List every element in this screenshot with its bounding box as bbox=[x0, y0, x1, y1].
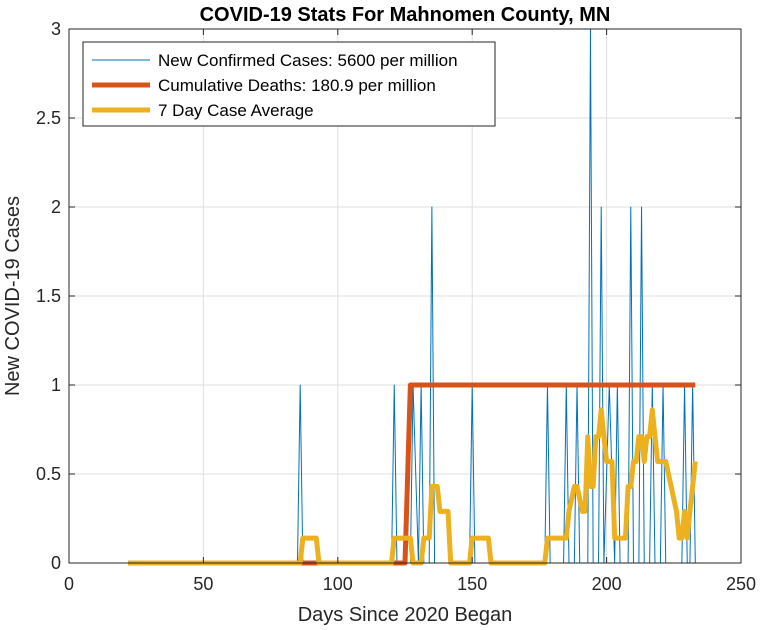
y-tick-label: 0 bbox=[51, 553, 61, 573]
y-tick-label: 2 bbox=[51, 197, 61, 217]
chart-title: COVID-19 Stats For Mahnomen County, MN bbox=[200, 4, 611, 26]
x-tick-label: 0 bbox=[64, 574, 74, 594]
x-tick-label: 100 bbox=[323, 574, 353, 594]
x-tick-label: 250 bbox=[726, 574, 756, 594]
y-tick-label: 0.5 bbox=[36, 464, 61, 484]
legend-box bbox=[82, 41, 496, 127]
ticks: 0 50 100 150 200 250 0 0.5 1 1.5 2 2.5 3 bbox=[36, 19, 756, 594]
y-axis-label: New COVID-19 Cases bbox=[2, 196, 24, 396]
y-tick-label: 2.5 bbox=[36, 108, 61, 128]
x-axis-label: Days Since 2020 Began bbox=[298, 604, 513, 626]
x-tick-label: 150 bbox=[457, 574, 487, 594]
y-tick-label: 1 bbox=[51, 375, 61, 395]
x-tick-label: 200 bbox=[592, 574, 622, 594]
y-tick-label: 3 bbox=[51, 19, 61, 39]
x-tick-label: 50 bbox=[193, 574, 213, 594]
legend-entry-2: 7 Day Case Average bbox=[158, 101, 314, 120]
legend: New Confirmed Cases: 5600 per million Cum… bbox=[82, 41, 496, 127]
legend-entry-1: Cumulative Deaths: 180.9 per million bbox=[158, 76, 436, 95]
y-tick-label: 1.5 bbox=[36, 286, 61, 306]
legend-entry-0: New Confirmed Cases: 5600 per million bbox=[158, 51, 458, 70]
series-line-2 bbox=[128, 407, 698, 566]
